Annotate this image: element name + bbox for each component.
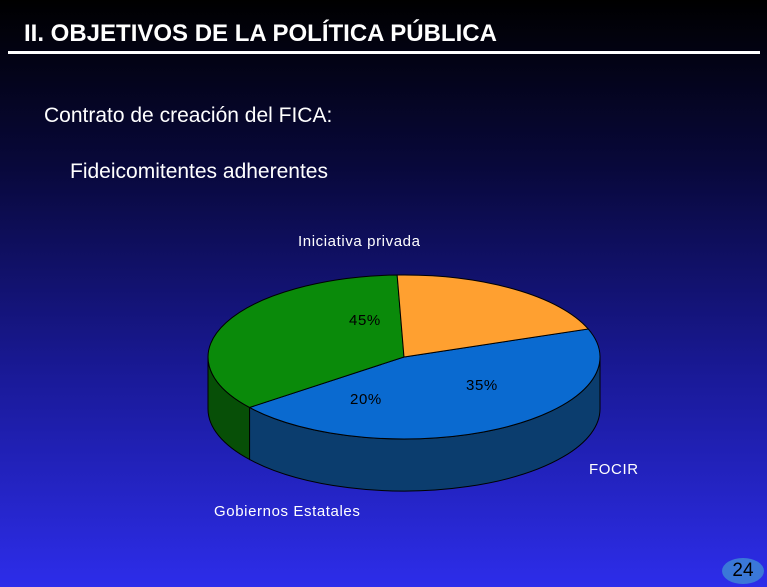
- legend-label-iniciativa-privada: Iniciativa privada: [298, 233, 421, 250]
- pie-slice-gobiernos-estatales: [396, 274, 590, 358]
- slide-subtitle: Contrato de creación del FICA:: [44, 104, 333, 127]
- pie-slice-focir: [207, 274, 405, 409]
- pie-tops: [207, 274, 601, 440]
- pie-sides: [207, 356, 601, 492]
- legend-label-gobiernos-estatales: Gobiernos Estatales: [214, 503, 360, 520]
- pie-slice-iniciativa-privada: [248, 328, 601, 440]
- data-label-focir: 35%: [466, 377, 498, 394]
- slide-title: II. OBJETIVOS DE LA POLÍTICA PÚBLICA: [24, 20, 497, 47]
- legend-label-focir: FOCIR: [589, 461, 639, 478]
- title-underline: [8, 51, 760, 54]
- page-number-badge: 24: [722, 558, 764, 584]
- data-label-iniciativa-privada: 45%: [349, 312, 381, 329]
- data-label-gobiernos-estatales: 20%: [350, 391, 382, 408]
- slide-subsubtitle: Fideicomitentes adherentes: [70, 160, 328, 183]
